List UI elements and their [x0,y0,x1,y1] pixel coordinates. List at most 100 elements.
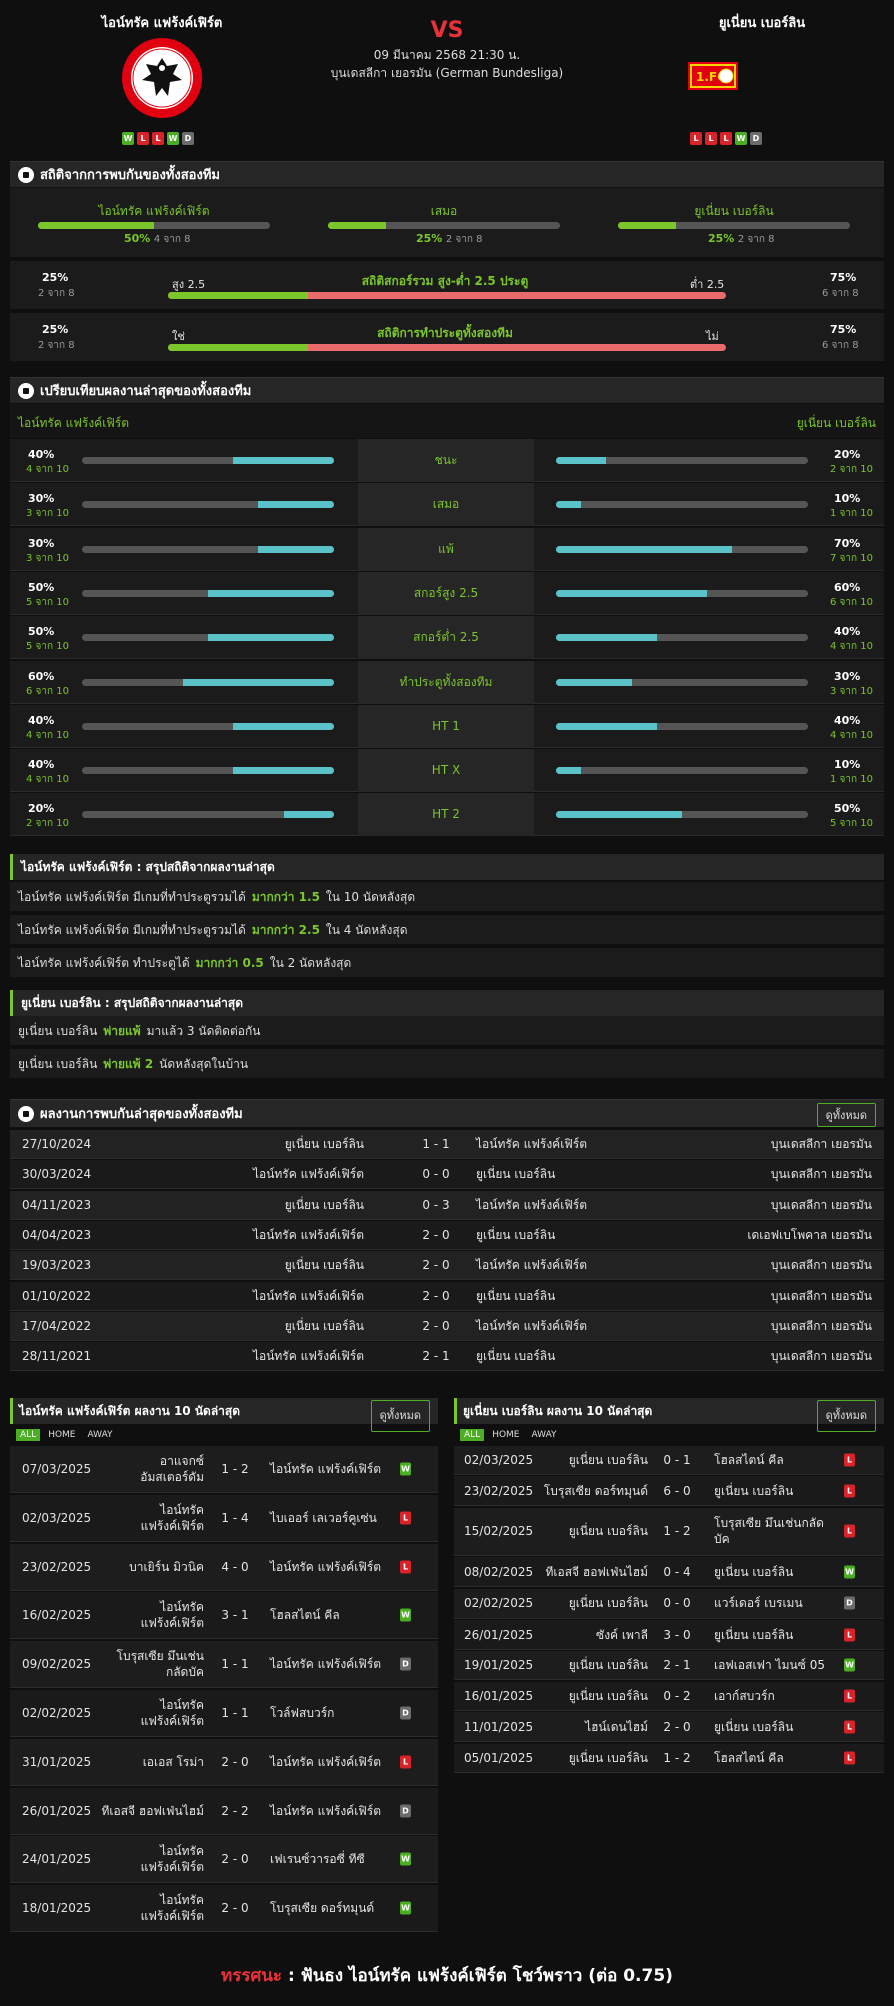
home-last10-row[interactable]: 31/01/2025 เอเอส โรม่า 2 - 0 ไอน์ทรัค แฟร้ง… [10,1738,438,1786]
home-last10-row[interactable]: 23/02/2025 บาเยิร์น มิวนิค 4 - 0 ไอน์ทรัค แ… [10,1543,438,1591]
match-home-team[interactable]: ไอน์ทรัค แฟร้งค์เฟิร์ต [140,1502,204,1533]
match-away-team[interactable]: ยูเนี่ยน เบอร์ลิน [714,1719,794,1734]
home-last10-row[interactable]: 18/01/2025 ไอน์ทรัค แฟร้งค์เฟิร์ต 2 - 0 โบร… [10,1885,438,1933]
h2h-home-team[interactable]: ไอน์ทรัค แฟร้งค์เฟิร์ต [252,1349,364,1364]
home-last10-row[interactable]: 09/02/2025 โบรุสเซีย มึนเช่นกลัดบัค 1 - 1 ไ… [10,1641,438,1689]
match-away-team[interactable]: ยูเนี่ยน เบอร์ลิน [714,1627,794,1642]
h2h-home-team[interactable]: ยูเนี่ยน เบอร์ลิน [284,1137,364,1151]
match-home-team[interactable]: ทีเอสจี ฮอฟเฟ่นไฮม์ [101,1803,205,1818]
tab-away[interactable]: AWAY [531,1430,557,1440]
match-home-team[interactable]: โบรุสเซีย มึนเช่นกลัดบัค [116,1649,205,1680]
summary-row: ยูเนี่ยน เบอร์ลิน พ่ายแพ้ มาแล้ว 3 นัดติดต… [10,1016,884,1046]
tab-all[interactable]: ALL [16,1429,41,1441]
away-last10-view-all-button[interactable]: ดูทั้งหมด [816,1400,876,1432]
match-home-team[interactable]: ไอน์ทรัค แฟร้งค์เฟิร์ต [140,1844,204,1875]
h2h-home-team[interactable]: ไอน์ทรัค แฟร้งค์เฟิร์ต [252,1167,364,1182]
tab-home[interactable]: HOME [492,1430,520,1440]
h2h-away-team[interactable]: ยูเนี่ยน เบอร์ลิน [476,1288,556,1303]
match-home-team[interactable]: ไฮน์เดนไฮม์ [585,1719,648,1734]
match-home-team[interactable]: โบรุสเซีย ดอร์ทมุนด์ [543,1483,648,1498]
match-home-team[interactable]: บาเยิร์น มิวนิค [129,1559,204,1574]
h2h-away-team[interactable]: ไอน์ทรัค แฟร้งค์เฟิร์ต [476,1258,588,1273]
h2h-away-team[interactable]: ไอน์ทรัค แฟร้งค์เฟิร์ต [476,1197,588,1212]
match-home-team[interactable]: ไอน์ทรัค แฟร้งค์เฟิร์ต [140,1600,204,1631]
match-home-team[interactable]: ซังค์ เพาลี [596,1627,648,1642]
match-home-team[interactable]: ยูเนี่ยน เบอร์ลิน [568,1453,648,1467]
home-last10-row[interactable]: 07/03/2025 อาแจกซ์ อัมสเตอร์ดัม 1 - 2 ไอน์ท… [10,1446,438,1493]
match-away-team[interactable]: โฮลสไตน์ คีล [714,1453,784,1467]
home-team-logo[interactable] [120,36,204,120]
home-last10-row[interactable]: 24/01/2025 ไอน์ทรัค แฟร้งค์เฟิร์ต 2 - 0 เฟเ… [10,1836,438,1884]
away-last10-row[interactable]: 11/01/2025 ไฮน์เดนไฮม์ 2 - 0 ยูเนี่ยน เบอร์… [454,1712,884,1743]
home-last10-view-all-button[interactable]: ดูทั้งหมด [370,1400,430,1432]
away-last10-row[interactable]: 02/02/2025 ยูเนี่ยน เบอร์ลิน 0 - 0 แวร์เดอร… [454,1588,884,1619]
match-away-team[interactable]: ไอน์ทรัค แฟร้งค์เฟิร์ต [270,1462,382,1476]
tab-away[interactable]: AWAY [87,1430,113,1440]
home-last10-row[interactable]: 02/03/2025 ไอน์ทรัค แฟร้งค์เฟิร์ต 1 - 4 ไบเ… [10,1494,438,1542]
h2h-home-team[interactable]: ไอน์ทรัค แฟร้งค์เฟิร์ต [252,1227,364,1242]
compare-home-of: 2 จาก 10 [26,818,69,830]
match-home-team[interactable]: ยูเนี่ยน เบอร์ลิน [568,1750,648,1765]
away-last10-row[interactable]: 26/01/2025 ซังค์ เพาลี 3 - 0 ยูเนี่ยน เบอร์… [454,1620,884,1650]
match-away-team[interactable]: ยูเนี่ยน เบอร์ลิน [714,1564,794,1579]
match-home-team[interactable]: ยูเนี่ยน เบอร์ลิน [568,1688,648,1703]
tab-home[interactable]: HOME [48,1430,76,1440]
h2h-home-team[interactable]: ไอน์ทรัค แฟร้งค์เฟิร์ต [252,1288,364,1303]
h2h-row[interactable]: 28/11/2021 ไอน์ทรัค แฟร้งค์เฟิร์ต 2 - 1 ยูเ… [10,1342,884,1372]
match-away-team[interactable]: โฮลสไตน์ คีล [714,1750,784,1765]
away-team-logo[interactable]: 1.FC [688,60,738,92]
h2h-home-team[interactable]: ยูเนี่ยน เบอร์ลิน [284,1258,364,1273]
match-home-team[interactable]: ทีเอสจี ฮอฟเฟ่นไฮม์ [545,1564,649,1579]
match-home-team[interactable]: ไอน์ทรัค แฟร้งค์เฟิร์ต [140,1698,204,1728]
h2h-row[interactable]: 04/11/2023 ยูเนี่ยน เบอร์ลิน 0 - 3 ไอน์ทรัค… [10,1190,884,1220]
match-home-team[interactable]: ยูเนี่ยน เบอร์ลิน [568,1596,648,1611]
h2h-away-team[interactable]: ยูเนี่ยน เบอร์ลิน [476,1227,556,1242]
h2h-row[interactable]: 27/10/2024 ยูเนี่ยน เบอร์ลิน 1 - 1 ไอน์ทรัค… [10,1130,884,1159]
match-away-team[interactable]: ไอน์ทรัค แฟร้งค์เฟิร์ต [270,1754,382,1769]
compare-row: 40% 4 จาก 10 ชนะ 20% 2 จาก 10 [10,439,884,482]
home-last10-row[interactable]: 02/02/2025 ไอน์ทรัค แฟร้งค์เฟิร์ต 1 - 1 โวล… [10,1690,438,1737]
home-last10-row[interactable]: 26/01/2025 ทีเอสจี ฮอฟเฟ่นไฮม์ 2 - 2 ไอน์ทร… [10,1787,438,1835]
h2h-home-team[interactable]: ยูเนี่ยน เบอร์ลิน [284,1197,364,1212]
match-away-team[interactable]: เอฟเอสเฟา ไมนซ์ 05 [714,1658,825,1673]
away-team-name[interactable]: ยูเนี่ยน เบอร์ลิน [718,16,806,31]
h2h-away-team[interactable]: ไอน์ทรัค แฟร้งค์เฟิร์ต [476,1318,588,1333]
match-away-team[interactable]: โบรุสเซีย ดอร์ทมุนด์ [270,1901,375,1916]
match-home-team[interactable]: ยูเนี่ยน เบอร์ลิน [568,1524,648,1539]
match-away-team[interactable]: ไอน์ทรัค แฟร้งค์เฟิร์ต [270,1657,382,1672]
tab-all[interactable]: ALL [460,1429,485,1441]
match-away-team[interactable]: โวล์ฟสบวร์ก [270,1706,335,1720]
h2h-away-team[interactable]: ไอน์ทรัค แฟร้งค์เฟิร์ต [476,1137,588,1151]
home-team-name[interactable]: ไอน์ทรัค แฟร้งค์เฟิร์ต [101,16,223,31]
match-home-team[interactable]: ไอน์ทรัค แฟร้งค์เฟิร์ต [140,1893,204,1924]
away-last10-row[interactable]: 23/02/2025 โบรุสเซีย ดอร์ทมุนด์ 6 - 0 ยูเนี… [454,1476,884,1507]
match-away-team[interactable]: ไอน์ทรัค แฟร้งค์เฟิร์ต [270,1559,382,1574]
h2h-row[interactable]: 01/10/2022 ไอน์ทรัค แฟร้งค์เฟิร์ต 2 - 0 ยูเ… [10,1281,884,1311]
h2h-row[interactable]: 19/03/2023 ยูเนี่ยน เบอร์ลิน 2 - 0 ไอน์ทรัค… [10,1251,884,1281]
match-home-team[interactable]: เอเอส โรม่า [142,1754,204,1769]
h2h-away-team[interactable]: ยูเนี่ยน เบอร์ลิน [476,1167,556,1182]
match-home-team[interactable]: อาแจกซ์ อัมสเตอร์ดัม [140,1454,204,1484]
match-away-team[interactable]: เอาก์สบวร์ก [714,1688,775,1703]
match-away-team[interactable]: โบรุสเซีย มึนเช่นกลัดบัค [714,1516,824,1547]
match-away-team[interactable]: แวร์เดอร์ เบรเมน [714,1596,803,1611]
away-last10-row[interactable]: 16/01/2025 ยูเนี่ยน เบอร์ลิน 0 - 2 เอาก์สบว… [454,1681,884,1711]
away-last10-row[interactable]: 02/03/2025 ยูเนี่ยน เบอร์ลิน 0 - 1 โฮลสไตน์… [454,1446,884,1475]
h2h-view-all-button[interactable]: ดูทั้งหมด [816,1103,876,1127]
h2h-row[interactable]: 17/04/2022 ยูเนี่ยน เบอร์ลิน 2 - 0 ไอน์ทรัค… [10,1311,884,1341]
away-last10-row[interactable]: 15/02/2025 ยูเนี่ยน เบอร์ลิน 1 - 2 โบรุสเซี… [454,1507,884,1556]
match-home-team[interactable]: ยูเนี่ยน เบอร์ลิน [568,1658,648,1673]
away-last10-row[interactable]: 19/01/2025 ยูเนี่ยน เบอร์ลิน 2 - 1 เอฟเอสเฟ… [454,1651,884,1681]
match-away-team[interactable]: ยูเนี่ยน เบอร์ลิน [714,1483,794,1498]
h2h-row[interactable]: 04/04/2023 ไอน์ทรัค แฟร้งค์เฟิร์ต 2 - 0 ยูเ… [10,1220,884,1250]
away-last10-row[interactable]: 05/01/2025 ยูเนี่ยน เบอร์ลิน 1 - 2 โฮลสไตน์… [454,1743,884,1773]
h2h-home-team[interactable]: ยูเนี่ยน เบอร์ลิน [284,1318,364,1333]
home-last10-row[interactable]: 16/02/2025 ไอน์ทรัค แฟร้งค์เฟิร์ต 3 - 1 โฮล… [10,1592,438,1640]
h2h-row[interactable]: 30/03/2024 ไอน์ทรัค แฟร้งค์เฟิร์ต 0 - 0 ยูเ… [10,1160,884,1190]
away-last10-row[interactable]: 08/02/2025 ทีเอสจี ฮอฟเฟ่นไฮม์ 0 - 4 ยูเนี่… [454,1557,884,1588]
match-away-team[interactable]: เฟเรนซ์วารอซี่ ทีซี [270,1852,365,1867]
h2h-away-team[interactable]: ยูเนี่ยน เบอร์ลิน [476,1349,556,1364]
match-away-team[interactable]: ไอน์ทรัค แฟร้งค์เฟิร์ต [270,1803,382,1818]
match-away-team[interactable]: โฮลสไตน์ คีล [270,1608,340,1623]
match-away-team[interactable]: ไบเออร์ เลเวอร์คูเซ่น [270,1510,377,1525]
